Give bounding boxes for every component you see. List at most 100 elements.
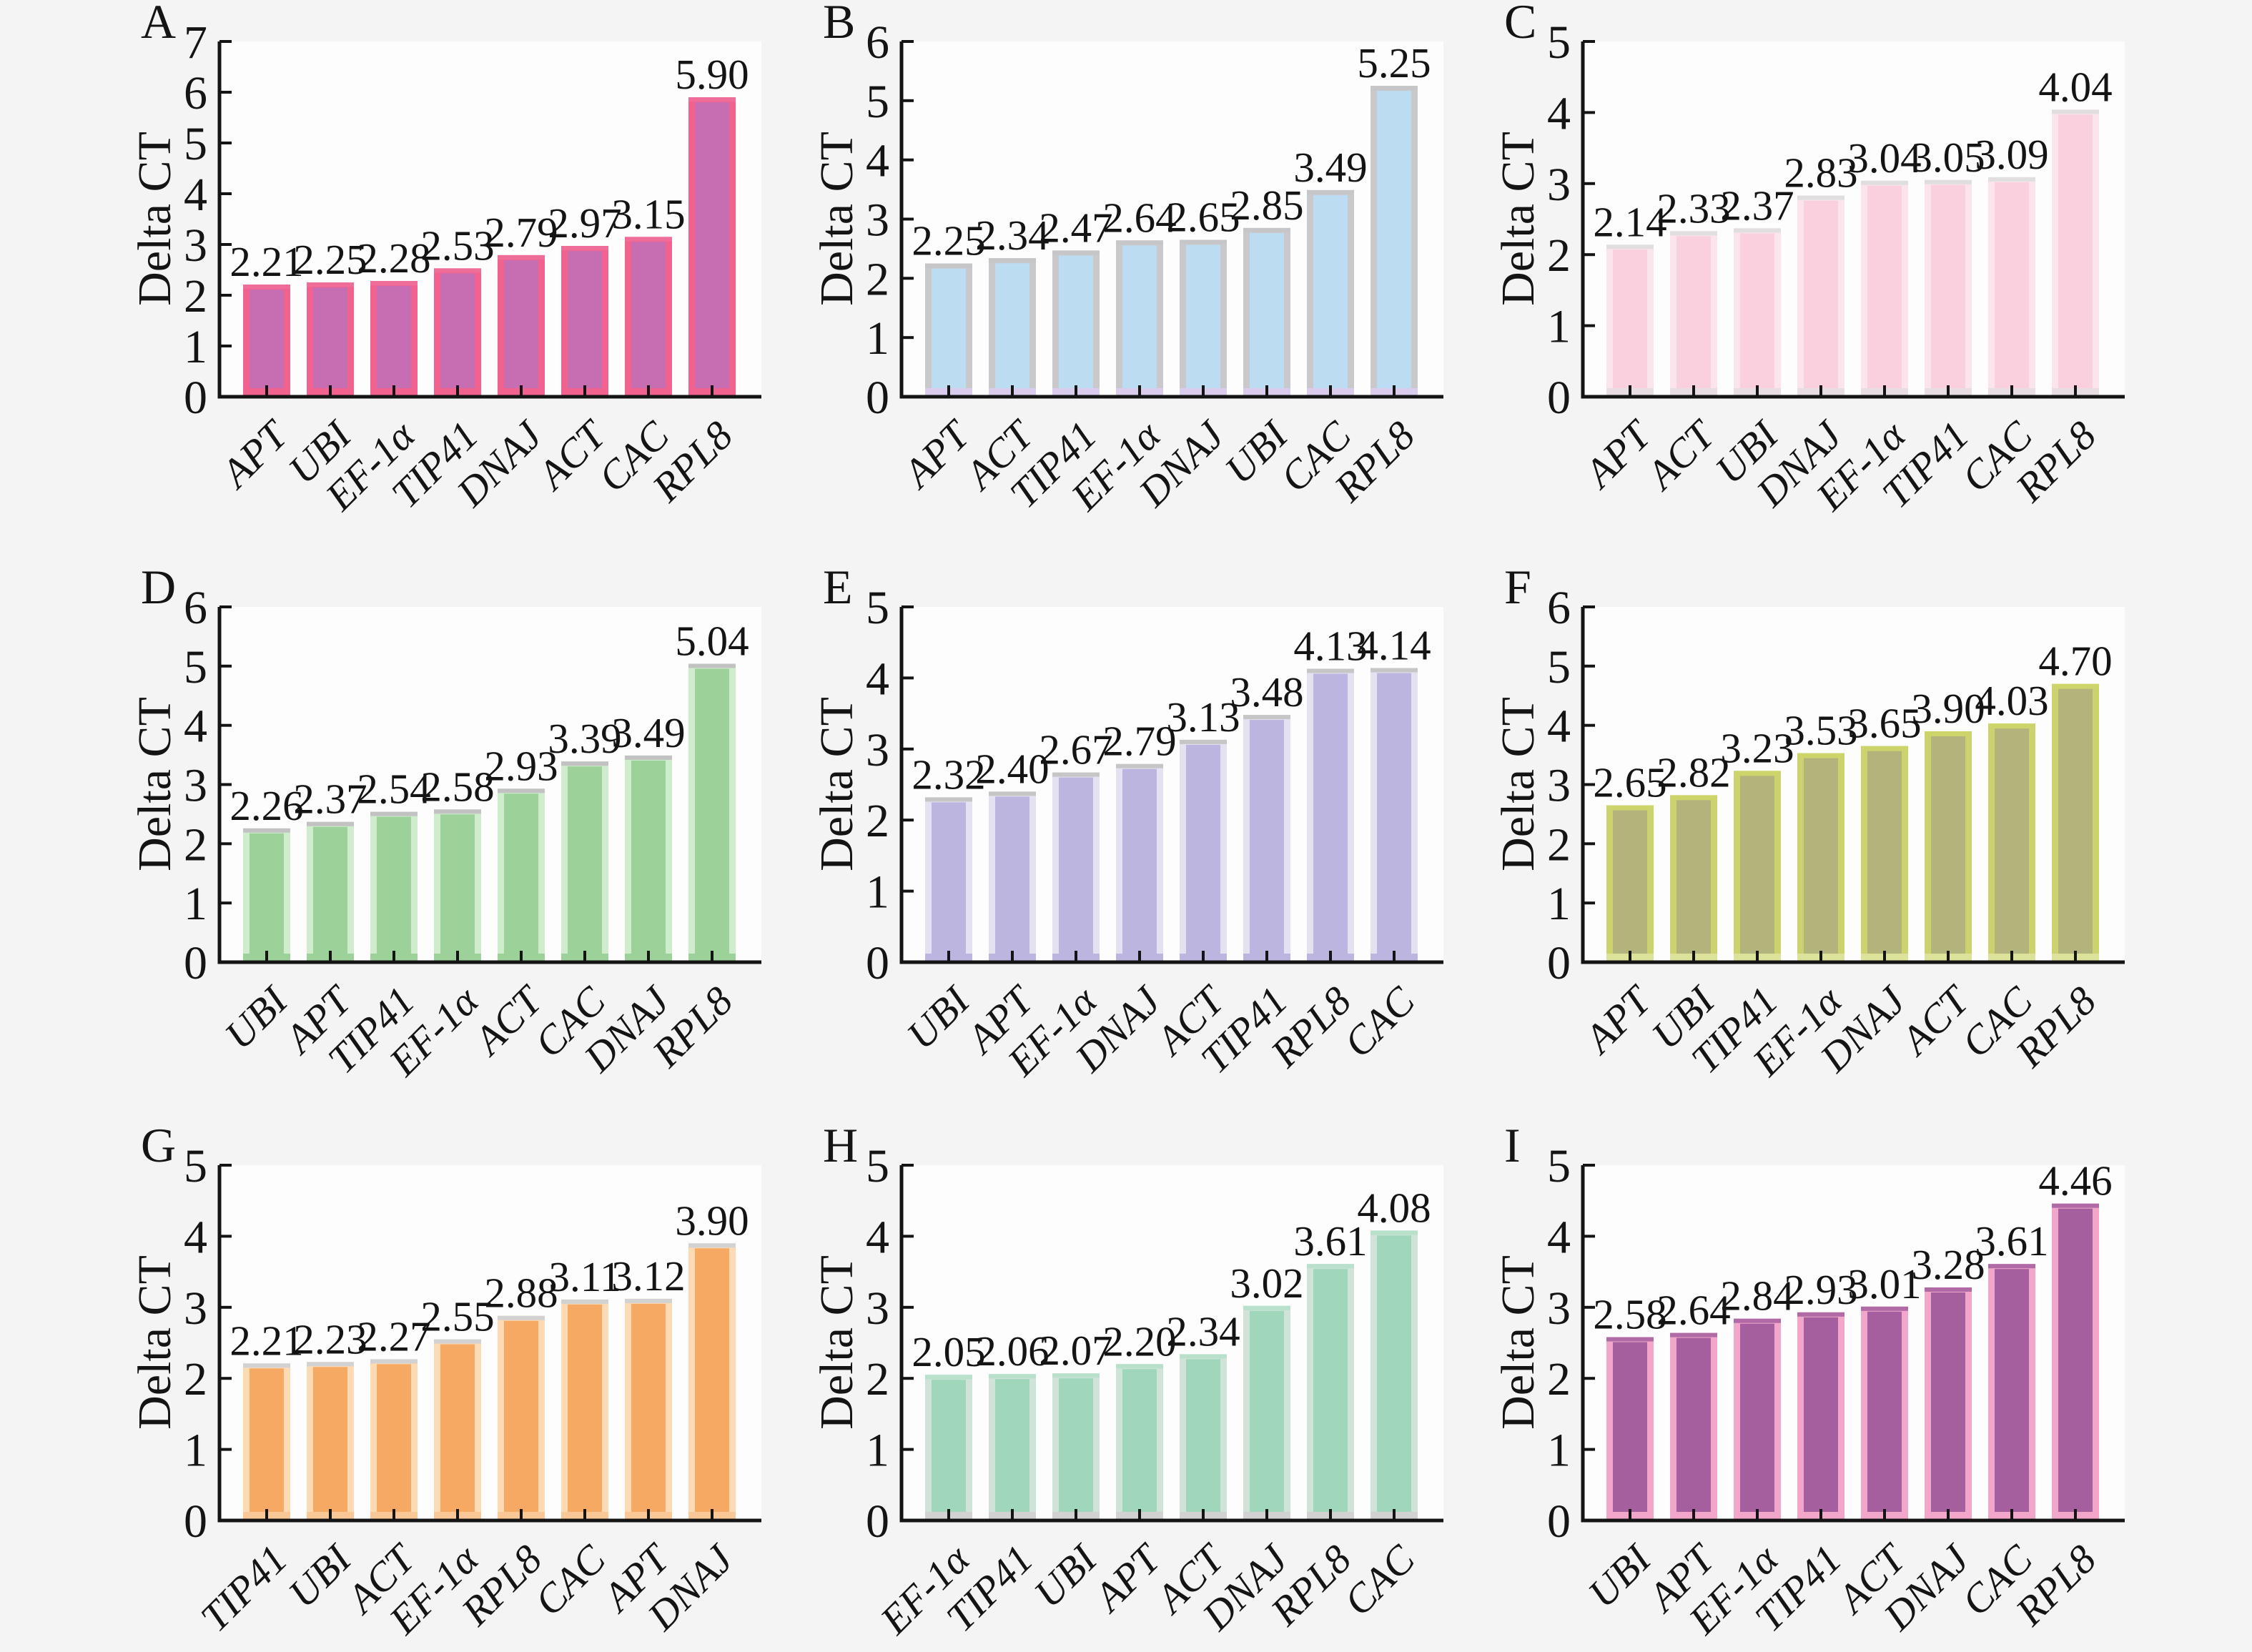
svg-text:2.64: 2.64 <box>1656 1287 1730 1334</box>
svg-text:4.14: 4.14 <box>1357 622 1431 669</box>
svg-text:2.97: 2.97 <box>548 199 621 247</box>
svg-text:3.61: 3.61 <box>1293 1217 1367 1265</box>
svg-text:2.34: 2.34 <box>1166 1307 1240 1355</box>
svg-text:2.58: 2.58 <box>1593 1291 1666 1338</box>
svg-text:3.12: 3.12 <box>611 1252 685 1300</box>
svg-text:2.05: 2.05 <box>912 1328 985 1375</box>
svg-text:6: 6 <box>866 16 889 69</box>
svg-text:2.37: 2.37 <box>1720 182 1794 229</box>
svg-text:1: 1 <box>184 321 207 373</box>
svg-text:2.40: 2.40 <box>975 745 1049 792</box>
svg-text:B: B <box>823 0 855 49</box>
svg-text:5: 5 <box>1547 1140 1571 1192</box>
svg-text:3.23: 3.23 <box>1720 724 1794 771</box>
svg-text:3.90: 3.90 <box>1911 685 1985 732</box>
svg-text:F: F <box>1504 560 1531 614</box>
svg-text:2: 2 <box>1547 1353 1571 1405</box>
svg-text:3.04: 3.04 <box>1847 134 1921 182</box>
svg-text:6: 6 <box>184 582 207 634</box>
svg-text:4.46: 4.46 <box>2038 1157 2112 1205</box>
svg-text:Delta CT: Delta CT <box>811 697 863 871</box>
svg-text:0: 0 <box>1547 1495 1571 1548</box>
svg-text:2.27: 2.27 <box>357 1312 430 1360</box>
svg-text:3.65: 3.65 <box>1847 700 1921 747</box>
svg-text:3.13: 3.13 <box>1166 693 1240 741</box>
svg-text:2: 2 <box>1547 818 1571 871</box>
svg-text:3: 3 <box>184 760 207 812</box>
svg-text:Delta CT: Delta CT <box>811 132 863 306</box>
svg-text:2: 2 <box>184 1353 207 1405</box>
svg-text:3: 3 <box>184 219 207 272</box>
svg-text:0: 0 <box>1547 372 1571 424</box>
svg-text:0: 0 <box>1547 937 1571 989</box>
svg-text:I: I <box>1504 1118 1521 1172</box>
svg-text:2.37: 2.37 <box>293 776 367 823</box>
svg-text:5.04: 5.04 <box>675 618 749 665</box>
svg-text:0: 0 <box>866 937 889 989</box>
svg-text:4.03: 4.03 <box>1975 677 2048 724</box>
svg-text:2: 2 <box>866 795 889 847</box>
svg-text:5: 5 <box>1547 16 1571 69</box>
svg-text:2: 2 <box>1547 229 1571 282</box>
svg-text:2: 2 <box>866 253 889 305</box>
svg-text:3: 3 <box>866 724 889 776</box>
svg-text:4: 4 <box>184 169 207 221</box>
svg-text:3.49: 3.49 <box>1293 144 1367 191</box>
svg-text:2.34: 2.34 <box>975 212 1049 259</box>
svg-text:1: 1 <box>866 866 889 919</box>
svg-text:3.15: 3.15 <box>611 190 685 237</box>
svg-text:D: D <box>141 560 176 614</box>
svg-text:3.02: 3.02 <box>1230 1260 1303 1307</box>
svg-text:2: 2 <box>184 270 207 322</box>
svg-text:4: 4 <box>1547 1211 1571 1263</box>
svg-text:4: 4 <box>184 1211 207 1263</box>
svg-text:2.53: 2.53 <box>420 222 494 269</box>
svg-text:5.25: 5.25 <box>1357 39 1431 86</box>
svg-text:4.04: 4.04 <box>2038 63 2112 110</box>
svg-text:0: 0 <box>184 372 207 424</box>
svg-text:Delta CT: Delta CT <box>811 1255 863 1430</box>
svg-text:3.53: 3.53 <box>1784 707 1857 754</box>
svg-text:5: 5 <box>184 641 207 693</box>
svg-text:3: 3 <box>1547 159 1571 211</box>
svg-text:2.67: 2.67 <box>1039 726 1112 773</box>
svg-text:3.05: 3.05 <box>1911 134 1985 181</box>
svg-text:2.26: 2.26 <box>229 782 303 829</box>
svg-text:3.61: 3.61 <box>1975 1217 2048 1265</box>
svg-text:4: 4 <box>866 135 889 187</box>
svg-text:5: 5 <box>184 118 207 170</box>
svg-text:3: 3 <box>866 1282 889 1335</box>
svg-text:4: 4 <box>1547 701 1571 753</box>
svg-text:2.65: 2.65 <box>1593 759 1666 806</box>
svg-text:2.82: 2.82 <box>1656 748 1730 796</box>
svg-text:G: G <box>141 1118 176 1172</box>
svg-text:5: 5 <box>866 76 889 128</box>
svg-text:2.23: 2.23 <box>293 1315 367 1362</box>
svg-text:7: 7 <box>184 16 207 69</box>
svg-text:4: 4 <box>866 1211 889 1263</box>
svg-text:2.93: 2.93 <box>1784 1266 1857 1313</box>
svg-text:E: E <box>823 560 853 614</box>
svg-text:6: 6 <box>184 67 207 119</box>
svg-text:5: 5 <box>1547 641 1571 693</box>
svg-text:3.48: 3.48 <box>1230 668 1303 716</box>
svg-text:2.79: 2.79 <box>1102 718 1176 765</box>
svg-text:0: 0 <box>866 1495 889 1548</box>
svg-text:6: 6 <box>1547 582 1571 634</box>
svg-text:2.06: 2.06 <box>975 1327 1049 1375</box>
svg-text:3.11: 3.11 <box>548 1253 621 1300</box>
svg-text:2.33: 2.33 <box>1656 184 1730 232</box>
svg-text:5.90: 5.90 <box>675 51 749 98</box>
svg-text:3.49: 3.49 <box>611 709 685 756</box>
svg-text:3: 3 <box>866 194 889 247</box>
svg-text:1: 1 <box>1547 301 1571 353</box>
svg-text:2.28: 2.28 <box>357 234 430 282</box>
svg-text:1: 1 <box>1547 1425 1571 1477</box>
svg-text:3.28: 3.28 <box>1911 1241 1985 1288</box>
svg-text:4: 4 <box>184 701 207 753</box>
svg-text:1: 1 <box>184 878 207 930</box>
svg-text:2.83: 2.83 <box>1784 149 1857 197</box>
svg-text:2.58: 2.58 <box>420 763 494 810</box>
svg-text:Delta CT: Delta CT <box>1492 1255 1544 1430</box>
svg-text:0: 0 <box>184 937 207 989</box>
